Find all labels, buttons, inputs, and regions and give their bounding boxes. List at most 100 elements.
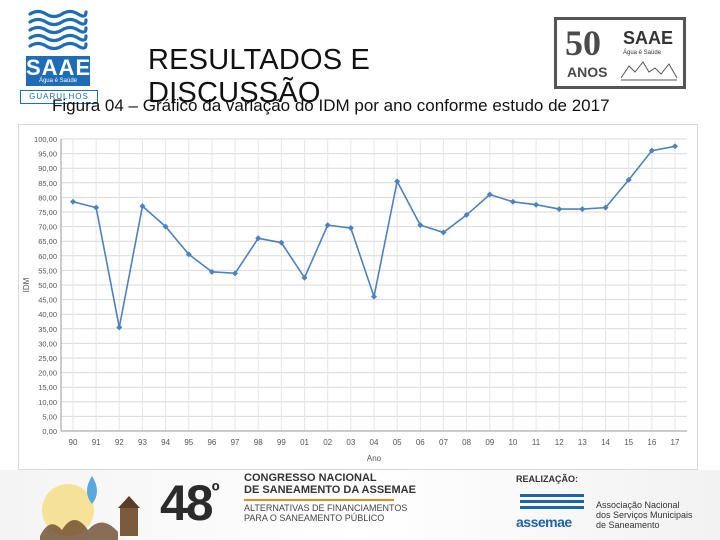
data-point (301, 274, 308, 281)
data-point (648, 147, 655, 154)
y-tick-label: 90,00 (38, 164, 57, 173)
data-point (116, 324, 123, 331)
realizacao-label: REALIZAÇÃO: (516, 474, 578, 484)
anniversary-brand: SAAE (623, 28, 674, 48)
x-tick-label: 17 (671, 438, 680, 447)
congress-line-1: CONGRESSO NACIONAL (244, 472, 377, 484)
x-tick-label: 03 (346, 438, 355, 447)
data-point (70, 198, 76, 205)
anniversary-number: 50 (565, 23, 601, 63)
y-tick-label: 10,00 (38, 398, 57, 407)
x-tick-label: 91 (92, 438, 101, 447)
data-point (463, 211, 470, 218)
x-tick-label: 98 (254, 438, 263, 447)
water-waves-icon (28, 9, 88, 51)
y-tick-label: 80,00 (38, 193, 57, 202)
y-tick-label: 65,00 (38, 237, 57, 246)
data-point (255, 235, 262, 242)
y-tick-label: 60,00 (38, 252, 57, 261)
data-point (347, 225, 354, 232)
idm-line-chart: 0,00 5,00 10,00 15,00 20,00 25,00 30,00 35,00 40… (18, 124, 698, 470)
saae-city: GUARULHOS (20, 90, 98, 104)
x-axis-title: Ano (367, 454, 382, 463)
congress-edition-suffix: º (211, 478, 220, 504)
y-tick-label: 35,00 (38, 325, 57, 334)
data-point (139, 203, 146, 210)
y-tick-label: 100,00 (34, 135, 57, 144)
x-tick-label: 95 (184, 438, 193, 447)
theme-line-1: ALTERNATIVAS DE FINANCIAMENTOS (244, 503, 408, 513)
y-tick-label: 20,00 (38, 369, 57, 378)
figure-caption: Figura 04 – Gráfico da variação do IDM p… (52, 96, 610, 115)
x-tick-label: 10 (508, 438, 517, 447)
data-point (278, 239, 285, 246)
anniversary-tagline: Água é Saúde (623, 50, 662, 56)
data-point (162, 223, 169, 230)
assoc-line-1: Associação Nacional (596, 500, 680, 510)
x-tick-label: 13 (578, 438, 587, 447)
data-point (417, 222, 424, 229)
y-tick-label: 30,00 (38, 339, 57, 348)
congress-edition: 48º (160, 475, 220, 531)
data-point (232, 270, 239, 277)
saae-guarulhos-logo: SAAE Água é Saúde GUARULHOS (20, 8, 100, 104)
data-point (324, 222, 331, 229)
y-axis-title: IDM (22, 277, 31, 292)
y-tick-label: 85,00 (38, 179, 57, 188)
x-tick-label: 05 (393, 438, 402, 447)
x-tick-label: 11 (532, 438, 541, 447)
congress-divider (244, 499, 394, 501)
page-title: RESULTADOS E DISCUSSÃO (148, 44, 371, 109)
y-tick-label: 40,00 (38, 310, 57, 319)
data-point (208, 268, 215, 275)
saae-50-anos-logo: 50 ANOS SAAE Água é Saúde (554, 17, 686, 89)
y-tick-label: 70,00 (38, 223, 57, 232)
y-tick-label: 55,00 (38, 266, 57, 275)
x-tick-label: 90 (69, 438, 78, 447)
x-tick-label: 02 (323, 438, 332, 447)
assemae-full-name: Associação Nacional dos Serviços Municip… (596, 500, 706, 530)
theme-line-2: PARA O SANEAMENTO PÚBLICO (244, 513, 385, 523)
anniversary-anos: ANOS (567, 64, 608, 80)
assemae-wordmark: assemae (516, 514, 572, 530)
congress-illustration-icon (40, 476, 140, 540)
x-tick-label: 97 (231, 438, 240, 447)
y-tick-label: 75,00 (38, 208, 57, 217)
x-tick-label: 99 (277, 438, 286, 447)
x-tick-label: 14 (601, 438, 610, 447)
congress-banner: 48º CONGRESSO NACIONAL DE SANEAMENTO DA … (0, 470, 720, 540)
data-point (93, 204, 100, 211)
y-tick-label: 5,00 (42, 412, 57, 421)
x-tick-label: 04 (370, 438, 379, 447)
data-point (394, 178, 401, 185)
assoc-line-3: de Saneamento (596, 520, 660, 530)
data-point (579, 206, 586, 213)
data-point (371, 293, 377, 300)
city-skyline-icon (620, 61, 678, 81)
x-tick-label: 92 (115, 438, 124, 447)
data-point (533, 201, 540, 208)
x-tick-label: 15 (624, 438, 633, 447)
congress-name: CONGRESSO NACIONAL DE SANEAMENTO DA ASSE… (244, 472, 424, 496)
data-point (509, 198, 516, 205)
data-point (440, 229, 447, 236)
x-tick-label: 16 (647, 438, 656, 447)
assoc-line-2: dos Serviços Municipais (596, 510, 693, 520)
x-tick-label: 94 (161, 438, 170, 447)
y-tick-label: 45,00 (38, 296, 57, 305)
congress-line-2: DE SANEAMENTO DA ASSEMAE (244, 484, 416, 496)
x-tick-label: 12 (555, 438, 564, 447)
y-tick-label: 25,00 (38, 354, 57, 363)
data-point (185, 251, 192, 258)
x-tick-label: 08 (462, 438, 471, 447)
data-point (486, 191, 493, 198)
chart-svg: 0,00 5,00 10,00 15,00 20,00 25,00 30,00 35,00 40… (22, 135, 687, 463)
x-tick-label: 96 (207, 438, 216, 447)
y-tick-label: 95,00 (38, 150, 57, 159)
y-tick-label: 0,00 (42, 427, 57, 436)
x-tick-label: 06 (416, 438, 425, 447)
y-tick-label: 50,00 (38, 281, 57, 290)
x-tick-label: 07 (439, 438, 448, 447)
assemae-emblem-icon (520, 494, 584, 509)
